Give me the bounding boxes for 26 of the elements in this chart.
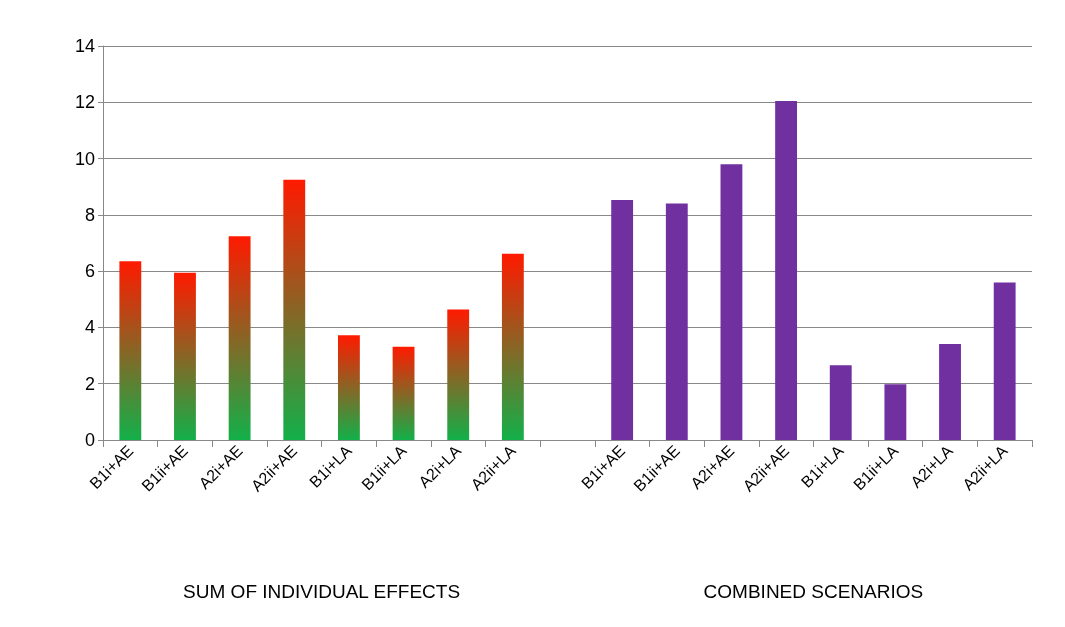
bar [501, 253, 524, 440]
bar [228, 236, 251, 440]
y-tick-label: 10 [74, 148, 95, 169]
bar [665, 203, 688, 440]
y-tick-label: 4 [84, 317, 95, 338]
bar [720, 164, 743, 440]
bar [119, 261, 142, 440]
bar [939, 344, 961, 440]
bar [174, 272, 196, 440]
y-tick-label: 6 [84, 261, 95, 282]
y-tick-label: 2 [84, 373, 95, 394]
bar [611, 199, 634, 440]
text: SUM OF INDIVIDUAL EFFECTS [183, 580, 461, 602]
bar [337, 335, 360, 440]
bar [884, 384, 907, 440]
y-tick-label: 0 [84, 430, 95, 450]
bar [392, 346, 415, 440]
bar [993, 282, 1016, 440]
text: COMBINED SCENARIOS [703, 580, 924, 602]
y-tick-label: 8 [84, 204, 95, 225]
y-tick-label: 14 [74, 36, 95, 56]
bar [283, 179, 306, 440]
bar [775, 100, 798, 440]
bar [829, 365, 852, 440]
y-tick-label: 12 [74, 92, 95, 113]
bar [447, 309, 470, 440]
